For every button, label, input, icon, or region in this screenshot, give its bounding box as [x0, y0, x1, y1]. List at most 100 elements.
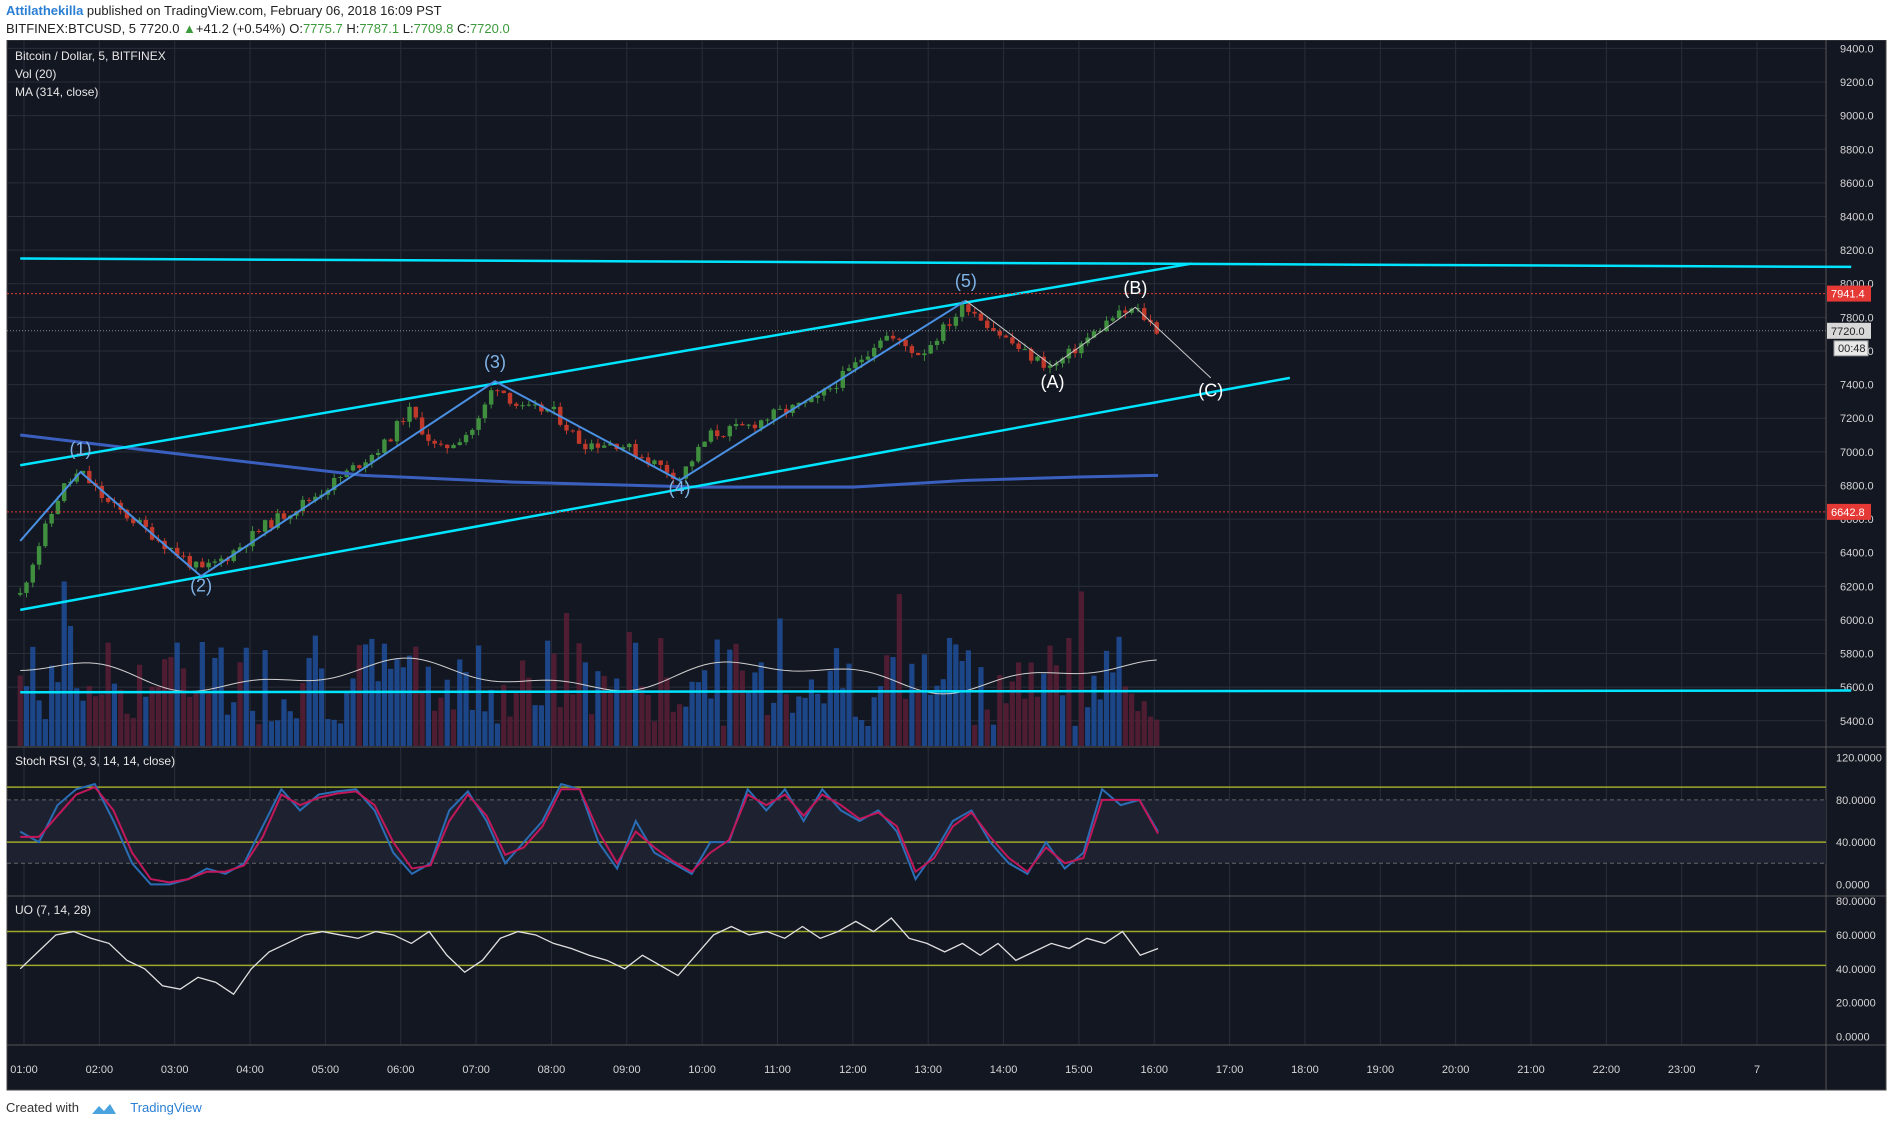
candle-bull: [363, 462, 368, 468]
volume-bars: [17, 581, 1160, 746]
volume-bar-up: [1041, 673, 1047, 746]
candle-bull: [1085, 337, 1090, 344]
author-link[interactable]: Attilathekilla: [6, 3, 84, 18]
symbol-label: BITFINEX:BTCUSD, 5: [6, 21, 137, 36]
y-tick-label: 6200.0: [1840, 581, 1874, 593]
candle-bull: [696, 446, 701, 462]
volume-bar-up: [702, 670, 708, 746]
candle-bear: [281, 513, 287, 519]
candle-bear: [978, 313, 984, 321]
change-value: +41.2: [195, 21, 229, 36]
volume-bar-down: [162, 659, 168, 746]
candle-bear: [1041, 356, 1046, 368]
volume-bar-up: [337, 723, 344, 746]
volume-bar-down: [557, 707, 563, 746]
volume-bar-down: [206, 693, 212, 746]
volume-bar-down: [651, 721, 658, 746]
candle-bull: [43, 523, 48, 547]
volume-bar-down: [1047, 645, 1053, 746]
volume-bar-up: [614, 678, 620, 746]
volume-bar-up: [746, 692, 752, 746]
wave-impulse-path: [19, 299, 967, 578]
chart-canvas[interactable]: 5400.05600.05800.06000.06200.06400.06600…: [0, 40, 1897, 1092]
volume-bar-down: [17, 675, 23, 746]
candle-bull: [928, 345, 933, 354]
low-value: 7709.8: [413, 21, 454, 36]
x-tick-label: 12:00: [839, 1064, 867, 1076]
volume-bar-up: [36, 700, 42, 746]
candle-bull: [1022, 348, 1028, 350]
volume-bar-up: [695, 682, 701, 746]
volume-bar-up: [23, 686, 30, 746]
volume-bar-up: [990, 724, 997, 746]
candle-bull: [796, 402, 802, 405]
candle-bear: [1123, 310, 1128, 313]
x-tick-label: 20:00: [1442, 1064, 1470, 1076]
candle-bull: [652, 460, 657, 465]
volume-bar-up: [344, 692, 350, 746]
volume-bar-up: [281, 699, 287, 746]
candle-bull: [708, 430, 714, 442]
candle-bull: [758, 420, 764, 429]
volume-bar-down: [570, 694, 576, 746]
tradingview-link[interactable]: TradingView: [130, 1100, 202, 1115]
volume-bar-up: [808, 679, 815, 746]
volume-bar-down: [563, 613, 570, 746]
volume-bar-up: [1097, 699, 1103, 746]
x-tick-label: 15:00: [1065, 1064, 1093, 1076]
volume-bar-down: [620, 691, 626, 746]
x-tick-label: 19:00: [1367, 1064, 1395, 1076]
volume-bar-up: [488, 689, 494, 746]
candle-bear: [426, 434, 431, 441]
volume-bar-down: [438, 697, 444, 746]
candle-bear: [570, 430, 575, 432]
candle-bull: [702, 441, 707, 447]
volume-bar-down: [589, 714, 595, 746]
volume-bar-down: [124, 713, 130, 746]
y-tick-label: 8600.0: [1840, 178, 1874, 190]
wave-correction-path: [965, 300, 1212, 379]
candle-bull: [884, 335, 889, 341]
close-value: 7720.0: [469, 21, 510, 36]
candle-bear: [1028, 348, 1034, 361]
volume-bar-up: [74, 688, 80, 746]
created-with-label: Created with: [6, 1100, 79, 1115]
candle-bull: [1135, 308, 1141, 310]
volume-bar-down: [501, 684, 507, 746]
volume-bar-down: [626, 632, 632, 746]
candle-bull: [36, 546, 42, 565]
volume-bar-down: [237, 662, 243, 746]
candle-bull: [601, 445, 607, 448]
volume-bar-down: [136, 664, 143, 746]
volume-bar-up: [796, 696, 802, 746]
candle-bull: [871, 347, 877, 357]
stoch-y-tick: 80.0000: [1836, 795, 1876, 807]
volume-bar-up: [846, 663, 852, 746]
volume-bar-up: [582, 662, 588, 746]
volume-bar-down: [783, 694, 789, 746]
x-tick-label: 11:00: [764, 1064, 791, 1076]
y-tick-label: 7000.0: [1840, 447, 1874, 459]
volume-bar-up: [921, 654, 928, 746]
candle-bull: [1060, 358, 1065, 364]
candle-bull: [1110, 318, 1116, 321]
candle-bear: [985, 320, 990, 328]
volume-bar-down: [739, 670, 745, 746]
chart-background: [6, 40, 1887, 1091]
indicator-title: Vol (20): [15, 67, 56, 81]
candle-bear: [438, 443, 444, 445]
volume-bar-up: [80, 700, 86, 746]
volume-bar-down: [1129, 693, 1135, 746]
stoch-pane-title: Stoch RSI (3, 3, 14, 14, close): [15, 754, 175, 768]
candle-bull: [922, 353, 927, 356]
main-pane-title: Bitcoin / Dollar, 5, BITFINEX: [15, 49, 166, 63]
candle-bull: [463, 434, 469, 443]
candle-bull: [375, 452, 381, 455]
volume-bar-up: [852, 716, 858, 746]
volume-bar-down: [513, 690, 519, 746]
candle-bear: [388, 439, 393, 442]
volume-bar-down: [168, 657, 174, 746]
volume-bar-up: [388, 668, 394, 746]
candle-bear: [897, 338, 902, 340]
volume-bar-up: [469, 709, 475, 746]
